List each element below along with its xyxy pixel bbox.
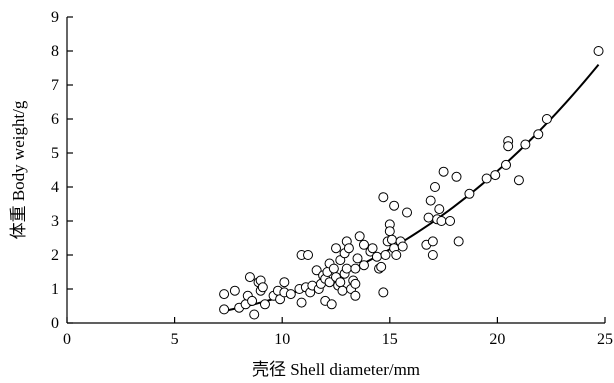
data-point [481, 173, 492, 184]
data-point [386, 234, 397, 245]
data-point [350, 290, 361, 301]
data-point [303, 250, 314, 260]
data-point [425, 195, 436, 206]
data-point [259, 299, 270, 310]
data-point [343, 243, 354, 254]
data-point [384, 226, 395, 237]
fit-curve-layer [223, 63, 600, 312]
x-tick-label: 0 [63, 331, 71, 348]
y-tick-label: 3 [51, 213, 59, 230]
data-point [247, 295, 258, 306]
data-point [249, 309, 260, 320]
data-point [350, 263, 361, 274]
data-point [257, 282, 268, 293]
data-point [219, 304, 230, 315]
x-tick-label: 25 [597, 331, 613, 348]
axes [66, 17, 605, 324]
data-point [453, 236, 464, 247]
data-point [354, 231, 365, 242]
points-layer [219, 46, 604, 320]
y-tick-label: 8 [51, 43, 59, 60]
data-point [533, 129, 544, 140]
data-point [423, 212, 434, 223]
data-point [501, 159, 512, 170]
y-tick-label: 7 [51, 77, 59, 94]
data-point [520, 139, 531, 150]
y-ticks: 0 1 2 3 4 5 6 7 8 9 [51, 9, 73, 332]
data-point [371, 251, 382, 262]
data-point [352, 253, 363, 264]
data-point [503, 141, 514, 152]
x-axis-title: 壳径 Shell diameter/mm [252, 360, 420, 379]
data-point [367, 243, 378, 254]
data-point [279, 277, 290, 288]
y-tick-label: 6 [51, 111, 59, 128]
fit-curve [223, 63, 600, 312]
data-point [427, 250, 438, 260]
y-tick-label: 4 [51, 179, 59, 196]
x-tick-label: 20 [489, 331, 505, 348]
x-tick-label: 15 [382, 331, 398, 348]
data-point [391, 250, 402, 260]
data-point [464, 188, 475, 199]
y-tick-label: 9 [51, 9, 59, 26]
data-point [328, 263, 339, 274]
data-point [335, 277, 346, 288]
data-point [402, 207, 413, 218]
data-point [513, 175, 524, 186]
data-point [341, 263, 352, 274]
data-point [490, 170, 501, 181]
data-point [438, 166, 449, 177]
y-tick-label: 2 [51, 247, 59, 264]
data-point [427, 236, 438, 247]
data-point [350, 278, 361, 289]
x-tick-label: 10 [274, 331, 290, 348]
data-point [324, 277, 335, 288]
y-tick-label: 0 [51, 315, 59, 332]
data-point [358, 260, 369, 271]
data-point [337, 285, 348, 296]
x-tick-label: 5 [171, 331, 179, 348]
data-point [378, 192, 389, 203]
y-axis-title: 体重 Body weight/g [9, 100, 28, 239]
data-point [326, 299, 337, 310]
x-ticks: 0 5 10 15 20 25 [63, 317, 613, 348]
data-point [445, 216, 456, 226]
data-point [593, 46, 604, 56]
data-point [229, 285, 240, 296]
data-point [285, 289, 296, 300]
data-point [436, 216, 447, 226]
data-point [219, 289, 230, 300]
data-point [358, 239, 369, 250]
data-point [244, 272, 255, 283]
data-point [429, 182, 440, 192]
data-point [331, 243, 341, 254]
data-point [397, 241, 408, 252]
y-tick-label: 5 [51, 145, 59, 162]
y-tick-label: 1 [51, 281, 59, 298]
data-point [451, 171, 462, 182]
data-point [434, 204, 445, 215]
data-point [376, 261, 387, 272]
data-point [311, 265, 322, 276]
data-point [296, 297, 307, 308]
data-point [380, 250, 391, 260]
data-point [378, 287, 389, 298]
data-point [389, 200, 400, 211]
data-point [541, 114, 552, 124]
